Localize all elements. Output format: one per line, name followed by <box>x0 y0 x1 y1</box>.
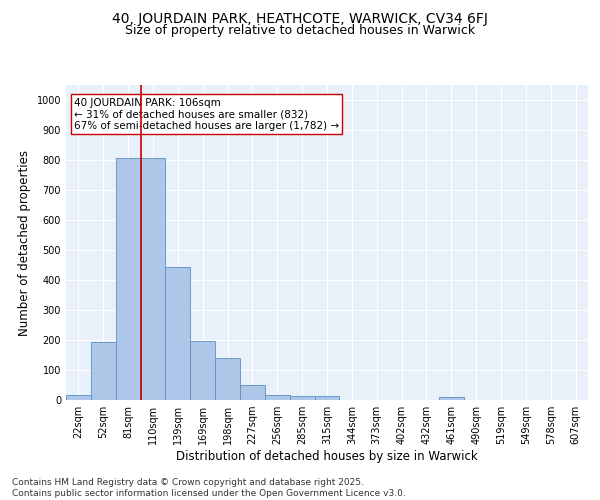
Bar <box>439 397 464 400</box>
Bar <box>116 158 140 400</box>
Bar <box>91 342 116 400</box>
Bar <box>240 385 265 400</box>
Bar <box>190 340 215 400</box>
Bar <box>140 158 166 400</box>
Bar <box>166 266 190 400</box>
Bar <box>66 394 91 400</box>
Text: Contains HM Land Registry data © Crown copyright and database right 2025.
Contai: Contains HM Land Registry data © Crown c… <box>12 478 406 498</box>
Text: 40 JOURDAIN PARK: 106sqm
← 31% of detached houses are smaller (832)
67% of semi-: 40 JOURDAIN PARK: 106sqm ← 31% of detach… <box>74 98 339 131</box>
Text: 40, JOURDAIN PARK, HEATHCOTE, WARWICK, CV34 6FJ: 40, JOURDAIN PARK, HEATHCOTE, WARWICK, C… <box>112 12 488 26</box>
Bar <box>290 396 314 400</box>
Bar <box>215 358 240 400</box>
Y-axis label: Number of detached properties: Number of detached properties <box>18 150 31 336</box>
X-axis label: Distribution of detached houses by size in Warwick: Distribution of detached houses by size … <box>176 450 478 463</box>
Text: Size of property relative to detached houses in Warwick: Size of property relative to detached ho… <box>125 24 475 37</box>
Bar <box>265 394 290 400</box>
Bar <box>314 396 340 400</box>
